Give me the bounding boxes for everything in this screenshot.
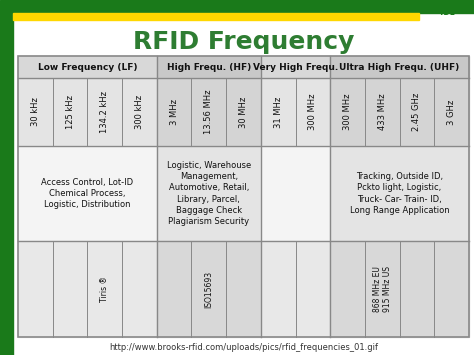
Bar (261, 146, 330, 241)
Text: Tracking, Outside ID,
Pckto light, Logistic,
Truck- Car- Train- ID,
Long Range A: Tracking, Outside ID, Pckto light, Logis… (350, 172, 449, 215)
Bar (157, 78, 261, 146)
Text: Access Control, Lot-ID
Chemical Process,
Logistic, Distribution: Access Control, Lot-ID Chemical Process,… (41, 178, 134, 209)
Bar (157, 241, 261, 337)
Text: 134.2 kHz: 134.2 kHz (100, 91, 109, 133)
Text: 2.45 GHz: 2.45 GHz (412, 93, 421, 131)
Bar (157, 56, 261, 78)
Bar (18, 78, 157, 146)
Text: 30 MHz: 30 MHz (239, 96, 248, 128)
Text: RFID Frequency: RFID Frequency (133, 30, 354, 54)
Bar (18, 56, 469, 337)
Bar (261, 78, 330, 146)
Text: http://www.brooks-rfid.com/uploads/pics/rfid_frequencies_01.gif: http://www.brooks-rfid.com/uploads/pics/… (109, 344, 378, 353)
Text: 125 kHz: 125 kHz (65, 95, 74, 129)
Bar (330, 78, 469, 146)
Bar (18, 146, 157, 241)
Bar (18, 56, 157, 78)
Text: 300 kHz: 300 kHz (135, 95, 144, 129)
Bar (0, 0, 13, 355)
Text: High Frequ. (HF): High Frequ. (HF) (167, 62, 251, 71)
Text: 3 MHz: 3 MHz (170, 99, 179, 125)
Bar (18, 241, 157, 337)
Bar (330, 146, 469, 241)
Text: 300 MHz: 300 MHz (343, 94, 352, 130)
Text: Logistic, Warehouse
Management,
Automotive, Retail,
Library, Parcel,
Baggage Che: Logistic, Warehouse Management, Automoti… (167, 161, 251, 226)
Text: 3 GHz: 3 GHz (447, 99, 456, 125)
Bar (330, 241, 469, 337)
Text: 300 MHz: 300 MHz (309, 94, 318, 130)
Text: 868 MHz EU
915 MHz US: 868 MHz EU 915 MHz US (373, 266, 392, 312)
Text: Low Frequency (LF): Low Frequency (LF) (37, 62, 137, 71)
Text: 13.56 MHz: 13.56 MHz (204, 90, 213, 134)
Text: ISO15693: ISO15693 (204, 271, 213, 307)
Text: 30 kHz: 30 kHz (31, 98, 40, 126)
Text: BRYAN
TDL: BRYAN TDL (428, 0, 456, 17)
Bar (13, 13, 419, 20)
Text: 31 MHz: 31 MHz (273, 96, 283, 128)
Bar (261, 56, 330, 78)
Text: 433 MHz: 433 MHz (378, 94, 387, 130)
Text: Very High Frequ.: Very High Frequ. (253, 62, 338, 71)
Text: Tiris ®: Tiris ® (100, 276, 109, 302)
Bar (261, 241, 330, 337)
Bar (157, 146, 261, 241)
Bar (13, 0, 474, 13)
Bar (330, 56, 469, 78)
Text: Ultra High Frequ. (UHF): Ultra High Frequ. (UHF) (339, 62, 460, 71)
